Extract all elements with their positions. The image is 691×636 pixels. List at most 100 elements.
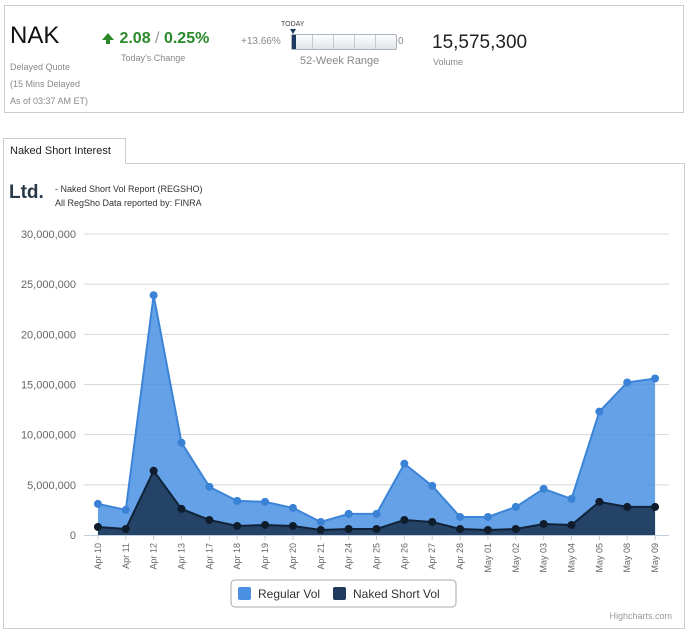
data-point bbox=[288, 503, 297, 512]
volume-label: Volume bbox=[433, 57, 464, 67]
range-high: 0 bbox=[398, 36, 404, 47]
data-point bbox=[344, 524, 353, 533]
data-point bbox=[428, 517, 437, 526]
x-tick-label: Apr 12 bbox=[149, 543, 159, 570]
data-point bbox=[205, 482, 214, 491]
change-percent: 0.25% bbox=[163, 30, 210, 47]
range-label: 52-Week Range bbox=[300, 55, 380, 67]
as-of-time: As of 03:37 AM ET) bbox=[10, 96, 89, 106]
x-tick-label: Apr 20 bbox=[288, 543, 298, 570]
y-tick-label: 20,000,000 bbox=[21, 329, 76, 341]
data-point bbox=[177, 504, 186, 513]
data-point bbox=[121, 524, 130, 533]
todays-change: 2.08 / 0.25% bbox=[102, 30, 209, 48]
report-title: - Naked Short Vol Report (REGSHO) bbox=[55, 184, 203, 194]
volume-value: 15,575,300 bbox=[432, 32, 528, 53]
y-tick-label: 0 bbox=[70, 530, 76, 542]
legend-label: Regular Vol bbox=[258, 587, 320, 601]
data-point bbox=[205, 515, 214, 524]
week-range-bar bbox=[291, 34, 397, 50]
report-source: All RegSho Data reported by: FINRA bbox=[55, 198, 202, 208]
chart-credits[interactable]: Highcharts.com bbox=[609, 611, 672, 621]
arrow-up-icon bbox=[102, 33, 114, 44]
data-point bbox=[233, 521, 242, 530]
y-tick-label: 5,000,000 bbox=[27, 480, 76, 492]
data-point bbox=[651, 374, 660, 383]
data-point bbox=[623, 502, 632, 511]
data-point bbox=[400, 515, 409, 524]
chart-legend[interactable]: Regular Vol Naked Short Vol bbox=[230, 579, 457, 608]
data-point bbox=[149, 466, 158, 475]
x-tick-label: May 08 bbox=[622, 543, 632, 573]
x-tick-label: Apr 10 bbox=[93, 543, 103, 570]
data-point bbox=[233, 496, 242, 505]
y-tick-label: 10,000,000 bbox=[21, 430, 76, 442]
y-tick-label: 15,000,000 bbox=[21, 380, 76, 392]
ticker-symbol: NAK bbox=[10, 22, 60, 49]
x-tick-label: Apr 17 bbox=[204, 543, 214, 570]
data-point bbox=[316, 525, 325, 534]
week-range-fill bbox=[292, 35, 296, 49]
data-point bbox=[177, 438, 186, 447]
range-divider bbox=[354, 35, 355, 49]
delay-note: (15 Mins Delayed bbox=[10, 79, 81, 89]
x-tick-label: May 03 bbox=[539, 543, 549, 573]
company-logo-text: Ltd. bbox=[9, 182, 44, 203]
data-point bbox=[428, 481, 437, 490]
data-point bbox=[651, 502, 660, 511]
data-point bbox=[372, 509, 381, 518]
x-tick-label: Apr 13 bbox=[177, 543, 187, 570]
data-point bbox=[567, 520, 576, 529]
data-point bbox=[261, 520, 270, 529]
change-label: Today's Change bbox=[121, 53, 186, 63]
data-point bbox=[121, 505, 130, 514]
x-tick-label: May 02 bbox=[511, 543, 521, 573]
data-point bbox=[93, 522, 102, 531]
data-point bbox=[344, 509, 353, 518]
range-low-percent: +13.66% bbox=[241, 36, 281, 47]
x-tick-label: May 09 bbox=[650, 543, 660, 573]
range-divider bbox=[333, 35, 334, 49]
x-tick-label: Apr 26 bbox=[399, 543, 409, 570]
data-point bbox=[316, 517, 325, 526]
data-point bbox=[288, 521, 297, 530]
legend-swatch bbox=[333, 587, 346, 600]
tab-naked-short-interest[interactable]: Naked Short Interest bbox=[3, 138, 126, 164]
legend-item-1[interactable]: Naked Short Vol bbox=[333, 587, 440, 601]
data-point bbox=[149, 291, 158, 300]
range-divider bbox=[375, 35, 376, 49]
data-point bbox=[511, 502, 520, 511]
data-point bbox=[595, 407, 604, 416]
data-point bbox=[483, 525, 492, 534]
y-tick-label: 30,000,000 bbox=[21, 229, 76, 241]
legend-item-0[interactable]: Regular Vol bbox=[238, 587, 320, 601]
x-tick-label: Apr 21 bbox=[316, 543, 326, 570]
data-point bbox=[539, 484, 548, 493]
legend-swatch bbox=[238, 587, 251, 600]
x-tick-label: May 01 bbox=[483, 543, 493, 573]
x-tick-label: Apr 24 bbox=[344, 543, 354, 570]
today-marker-icon bbox=[290, 29, 296, 34]
x-tick-label: May 05 bbox=[594, 543, 604, 573]
series-area-1 bbox=[97, 470, 656, 535]
data-point bbox=[567, 494, 576, 503]
data-point bbox=[261, 497, 270, 506]
x-tick-label: Apr 28 bbox=[455, 543, 465, 570]
data-point bbox=[372, 524, 381, 533]
x-tick-label: Apr 25 bbox=[372, 543, 382, 570]
x-tick-label: Apr 19 bbox=[260, 543, 270, 570]
range-divider bbox=[312, 35, 313, 49]
data-point bbox=[595, 497, 604, 506]
chart-axes: 0 5,000,000 10,000,000 15,000,000 20,000,000… bbox=[21, 229, 669, 573]
data-point bbox=[623, 378, 632, 387]
x-tick-label: May 04 bbox=[567, 543, 577, 573]
change-value: 2.08 bbox=[119, 30, 151, 47]
data-point bbox=[400, 459, 409, 468]
x-tick-label: Apr 11 bbox=[121, 543, 131, 569]
delayed-quote-label: Delayed Quote bbox=[10, 62, 71, 72]
range-today-label: TODAY bbox=[281, 21, 305, 28]
data-point bbox=[93, 499, 102, 508]
y-tick-label: 25,000,000 bbox=[21, 279, 76, 291]
change-separator: / bbox=[155, 30, 160, 47]
